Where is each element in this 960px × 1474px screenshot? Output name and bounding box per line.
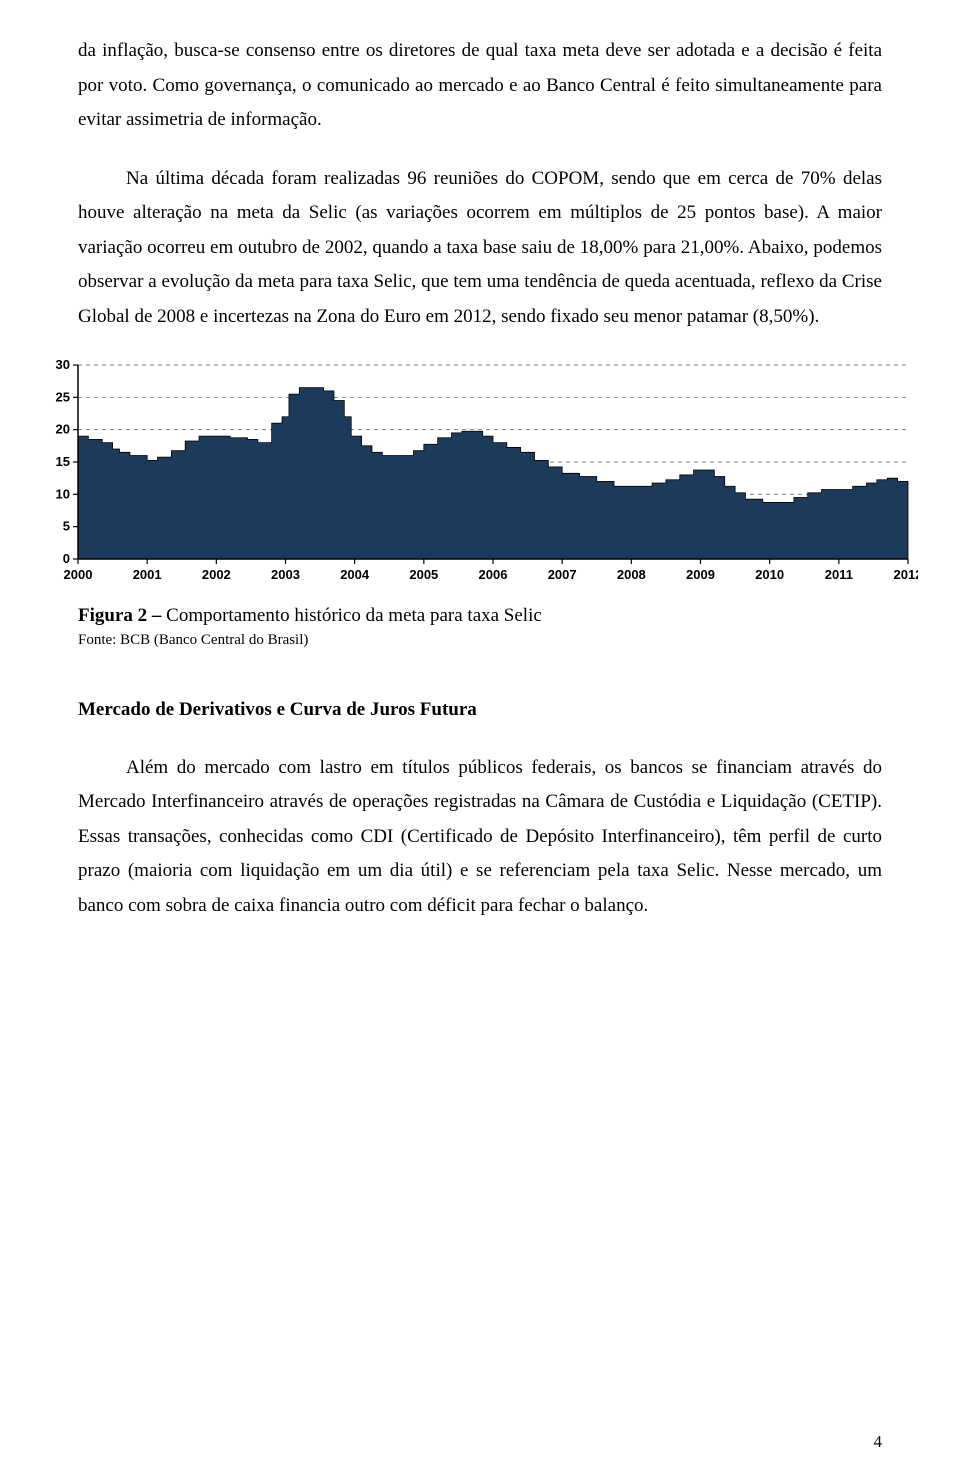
svg-text:2007: 2007 [548, 567, 577, 582]
svg-text:25: 25 [56, 389, 70, 404]
svg-text:2010: 2010 [755, 567, 784, 582]
svg-text:2009: 2009 [686, 567, 715, 582]
page-number: 4 [874, 1432, 883, 1452]
svg-text:0: 0 [63, 551, 70, 566]
paragraph-1: da inflação, busca-se consenso entre os … [78, 34, 882, 138]
svg-text:2003: 2003 [271, 567, 300, 582]
svg-text:30: 30 [56, 359, 70, 372]
svg-text:2002: 2002 [202, 567, 231, 582]
svg-text:2011: 2011 [825, 567, 853, 582]
figure-source: Fonte: BCB (Banco Central do Brasil) [78, 631, 882, 651]
svg-text:2004: 2004 [340, 567, 370, 582]
figure-caption: Figura 2 – Comportamento histórico da me… [78, 602, 882, 630]
svg-text:5: 5 [63, 518, 70, 533]
svg-text:2006: 2006 [479, 567, 508, 582]
paragraph-3: Além do mercado com lastro em títulos pú… [78, 751, 882, 924]
svg-text:2012: 2012 [894, 567, 918, 582]
svg-text:20: 20 [56, 421, 70, 436]
svg-text:2001: 2001 [133, 567, 162, 582]
svg-text:15: 15 [56, 454, 70, 469]
figure-caption-bold: Figura 2 – [78, 605, 166, 626]
paragraph-2: Na última década foram realizadas 96 reu… [78, 162, 882, 335]
svg-text:2005: 2005 [409, 567, 438, 582]
section-heading: Mercado de Derivativos e Curva de Juros … [78, 699, 882, 721]
svg-text:10: 10 [56, 486, 70, 501]
svg-text:2000: 2000 [64, 567, 93, 582]
svg-text:2008: 2008 [617, 567, 646, 582]
figure-caption-text: Comportamento histórico da meta para tax… [166, 605, 542, 626]
selic-chart: 0 5 10 15 20 25 30 2000 2001 2002 2003 2004 2005 2006… [38, 359, 918, 594]
